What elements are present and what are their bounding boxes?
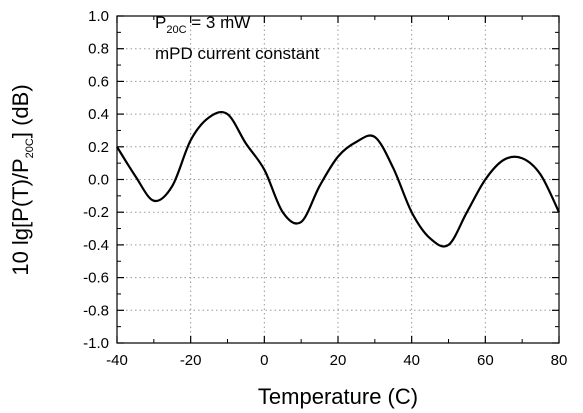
- annotation-power-prefix: P: [155, 13, 166, 32]
- x-axis-title: Temperature (C): [258, 384, 418, 409]
- y-tick-label: -0.6: [83, 270, 109, 287]
- annotation-power-subscript: 20C: [166, 24, 186, 36]
- y-axis-title: 10 lg[P(T)/P20C] (dB): [8, 84, 36, 275]
- annotation-condition: mPD current constant: [155, 44, 320, 63]
- y-tick-label: 0.4: [88, 106, 109, 123]
- y-axis-title-tail: ] (dB): [8, 84, 33, 138]
- y-tick-label: -0.2: [83, 204, 109, 221]
- y-tick-label: 1.0: [88, 8, 109, 25]
- x-tick-label: 60: [477, 352, 494, 369]
- y-tick-label: 0.0: [88, 172, 109, 189]
- x-tick-label: 0: [260, 352, 268, 369]
- annotation-power-suffix: = 3 mW: [187, 13, 251, 32]
- y-axis-title-subscript: 20C: [24, 138, 36, 158]
- series-line: [116, 110, 560, 248]
- x-axis-ticks: [116, 16, 560, 343]
- y-tick-label: 0.8: [88, 41, 109, 58]
- x-tick-label: 40: [403, 352, 420, 369]
- x-tick-label: -40: [106, 352, 128, 369]
- y-tick-label: 0.6: [88, 73, 109, 90]
- x-tick-label: 20: [330, 352, 347, 369]
- y-tick-label: -0.4: [83, 237, 109, 254]
- y-tick-label: 0.2: [88, 139, 109, 156]
- x-axis-tick-labels: -40 -20 0 20 40 60 80: [106, 352, 567, 369]
- annotation-power: P20C = 3 mW: [155, 13, 250, 36]
- x-tick-label: -20: [180, 352, 202, 369]
- y-tick-label: -1.0: [83, 335, 109, 352]
- y-axis-ticks: [117, 15, 559, 344]
- y-axis-title-main: 10 lg[P(T)/P: [8, 158, 33, 275]
- y-tick-label: -0.8: [83, 302, 109, 319]
- x-tick-label: 80: [551, 352, 568, 369]
- y-axis-tick-labels: -1.0 -0.8 -0.6 -0.4 -0.2 0.0 0.2 0.4 0.6 0.8 1.0: [83, 8, 109, 352]
